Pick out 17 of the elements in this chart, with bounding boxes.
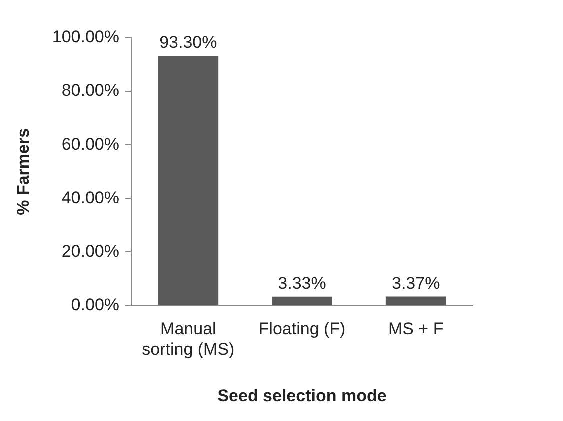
data-label: 3.37% (392, 274, 440, 293)
x-tick-label: MS + F (388, 320, 444, 339)
y-tick-label: 80.00% (62, 81, 120, 100)
y-tick-label: 40.00% (62, 188, 120, 208)
data-label: 3.33% (278, 274, 326, 294)
x-tick-label: Manual sorting (MS) (142, 320, 235, 360)
y-tick-label: 60.00% (62, 134, 120, 154)
bar (158, 56, 219, 306)
y-tick-label: 0.00% (71, 295, 120, 314)
y-tick-label: 100.00% (52, 28, 120, 47)
y-axis-title: % Farmers (14, 128, 33, 216)
bar (386, 296, 446, 306)
x-axis-title: Seed selection mode (218, 386, 387, 406)
y-tick-label: 20.00% (62, 242, 120, 261)
bar (272, 296, 332, 306)
data-label: 93.30% (160, 33, 218, 52)
x-tick-label: Floating (F) (258, 320, 346, 339)
